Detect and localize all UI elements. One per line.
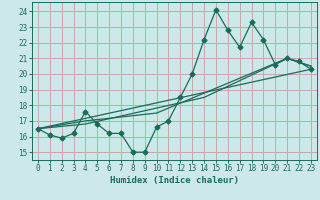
X-axis label: Humidex (Indice chaleur): Humidex (Indice chaleur)	[110, 176, 239, 185]
